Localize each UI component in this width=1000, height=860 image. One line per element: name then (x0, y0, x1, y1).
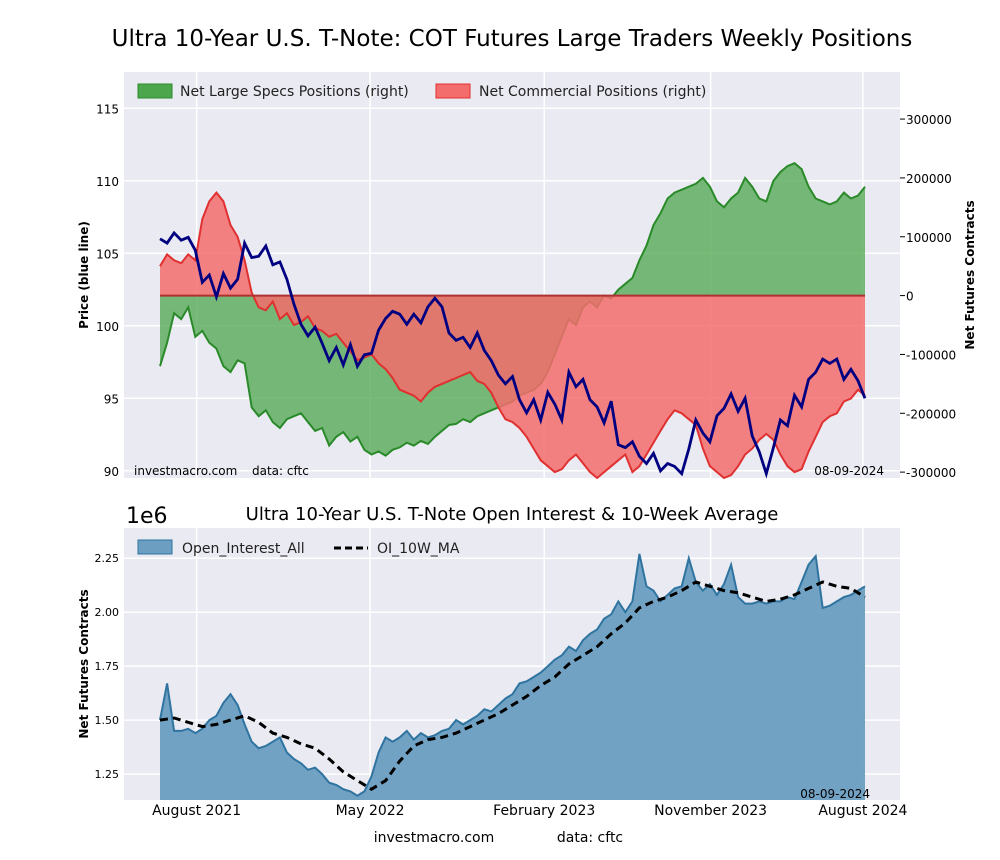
open-interest-area (159, 553, 866, 800)
x-tick-4: August 2024 (818, 803, 907, 819)
bottom-y-tick-1: 2.00 (95, 606, 120, 619)
right-y-ticks: 300000 200000 100000 0 -100000 -200000 -300000 (900, 113, 956, 480)
legend-commercial-swatch (435, 83, 471, 99)
left-y-ticks: 115 110 105 100 95 90 (96, 102, 119, 479)
legend-oi-swatch (137, 539, 173, 555)
x-tick-2: February 2023 (493, 803, 595, 819)
x-tick-3: November 2023 (654, 803, 767, 819)
bottom-chart-title: Ultra 10-Year U.S. T-Note Open Interest … (246, 504, 779, 525)
right-y-tick-2: 100000 (906, 231, 952, 245)
top-watermark: investmacro.com (134, 464, 237, 478)
ma-line-path (159, 580, 866, 791)
top-date-label: 08-09-2024 (814, 464, 884, 478)
commercial-area-fill (160, 192, 865, 478)
bottom-legend: Open_Interest_All OI_10W_MA (137, 539, 460, 557)
legend-commercial-label: Net Commercial Positions (right) (479, 84, 706, 100)
legend-specs-label: Net Large Specs Positions (right) (180, 84, 409, 100)
chart-title: Ultra 10-Year U.S. T-Note: COT Futures L… (112, 26, 913, 52)
right-y-tick-4: -100000 (906, 348, 956, 362)
price-line (159, 230, 867, 479)
bottom-y-tick-3: 1.50 (95, 714, 120, 727)
left-y-tick-1: 110 (96, 175, 119, 189)
left-y-tick-2: 105 (96, 247, 119, 261)
price-line-path (159, 230, 867, 479)
right-y-tick-1: 200000 (906, 172, 952, 186)
oi-line (159, 553, 866, 797)
right-y-tick-0: 300000 (906, 113, 952, 127)
bottom-x-ticks: August 2021 May 2022 February 2023 November… (152, 803, 907, 819)
bottom-panel: 2.25 2.00 1.75 1.50 1.25 August 2021 May 2022… (77, 528, 908, 819)
legend-specs-swatch (137, 83, 173, 99)
bottom-y-tick-2: 1.75 (95, 660, 120, 673)
left-y-axis-label: Price (blue line) (77, 221, 91, 329)
ma-line (159, 580, 866, 791)
bottom-y-tick-0: 2.25 (95, 552, 120, 565)
x-tick-1: May 2022 (336, 803, 405, 819)
left-y-tick-5: 90 (104, 465, 119, 479)
bottom-y-tick-4: 1.25 (95, 768, 120, 781)
oi-area-fill (160, 553, 865, 800)
y-scale-label: 1e6 (126, 504, 168, 529)
bottom-y-axis-label: Net Futures Contracts (77, 589, 91, 738)
footer-site: investmacro.com (374, 830, 494, 846)
footer-source: data: cftc (557, 830, 623, 846)
x-tick-0: August 2021 (152, 803, 241, 819)
left-y-tick-4: 95 (104, 392, 119, 406)
left-y-tick-0: 115 (96, 102, 119, 116)
right-y-axis-label: Net Futures Contracts (963, 200, 977, 349)
right-y-tick-3: 0 (906, 290, 914, 304)
top-source-note: data: cftc (252, 464, 309, 478)
right-y-tick-6: -300000 (906, 466, 956, 480)
commercial-line (159, 191, 866, 480)
legend-oi-label: Open_Interest_All (182, 541, 305, 557)
right-y-tick-5: -200000 (906, 407, 956, 421)
top-panel: 115 110 105 100 95 90 300000 200000 100000 0 -100… (77, 72, 977, 480)
legend-ma-label: OI_10W_MA (377, 541, 460, 557)
left-y-tick-3: 100 (96, 320, 119, 334)
bottom-date-label: 08-09-2024 (800, 787, 870, 801)
bottom-y-ticks: 2.25 2.00 1.75 1.50 1.25 (95, 552, 120, 781)
commercial-area (159, 191, 866, 480)
top-legend: Net Large Specs Positions (right) Net Co… (137, 83, 706, 100)
